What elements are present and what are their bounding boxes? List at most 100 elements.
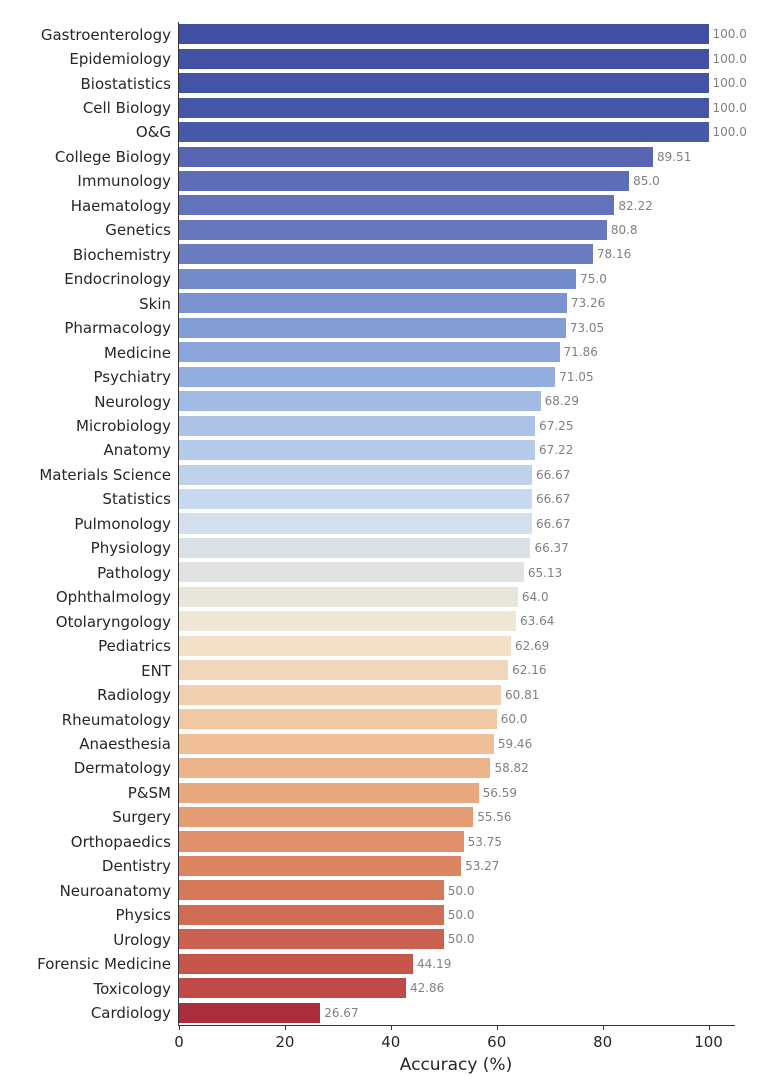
value-label: 100.0	[713, 101, 747, 115]
category-label: Pharmacology	[64, 319, 171, 337]
bar-row: Orthopaedics53.75	[179, 831, 735, 851]
bar	[179, 391, 541, 411]
bar-row: Toxicology42.86	[179, 978, 735, 998]
value-label: 66.67	[536, 468, 570, 482]
bar-row: ENT62.16	[179, 660, 735, 680]
bar-row: Statistics66.67	[179, 489, 735, 509]
bar	[179, 489, 532, 509]
bar	[179, 122, 709, 142]
bar	[179, 807, 473, 827]
bar-row: Endocrinology75.0	[179, 269, 735, 289]
category-label: Statistics	[102, 490, 171, 508]
bar	[179, 513, 532, 533]
bar-row: O&G100.0	[179, 122, 735, 142]
value-label: 55.56	[477, 810, 511, 824]
bar	[179, 734, 494, 754]
category-label: Dermatology	[74, 759, 171, 777]
bar	[179, 880, 444, 900]
value-label: 73.05	[570, 321, 604, 335]
bar	[179, 318, 566, 338]
category-label: Physiology	[91, 539, 171, 557]
xtick-mark	[391, 1025, 392, 1030]
category-label: Radiology	[97, 686, 171, 704]
value-label: 100.0	[713, 125, 747, 139]
value-label: 56.59	[483, 786, 517, 800]
bar-row: Dentistry53.27	[179, 856, 735, 876]
bar-row: Cell Biology100.0	[179, 98, 735, 118]
xtick-mark	[603, 1025, 604, 1030]
bar	[179, 709, 497, 729]
category-label: Skin	[139, 295, 171, 313]
bar-row: Neuroanatomy50.0	[179, 880, 735, 900]
bar-row: Neurology68.29	[179, 391, 735, 411]
category-label: Gastroenterology	[41, 26, 171, 44]
bar	[179, 440, 535, 460]
value-label: 80.8	[611, 223, 638, 237]
accuracy-bar-chart: Gastroenterology100.0Epidemiology100.0Bi…	[0, 0, 762, 1080]
bar	[179, 611, 516, 631]
value-label: 67.25	[539, 419, 573, 433]
category-label: Surgery	[112, 808, 171, 826]
bar-row: Physics50.0	[179, 905, 735, 925]
value-label: 63.64	[520, 614, 554, 628]
bar	[179, 856, 461, 876]
value-label: 50.0	[448, 908, 475, 922]
category-label: Ophthalmology	[56, 588, 171, 606]
bar	[179, 587, 518, 607]
category-label: Dentistry	[102, 857, 171, 875]
bar-row: Genetics80.8	[179, 220, 735, 240]
bar-row: Medicine71.86	[179, 342, 735, 362]
bar	[179, 244, 593, 264]
value-label: 78.16	[597, 247, 631, 261]
bar	[179, 831, 464, 851]
category-label: Pathology	[97, 564, 171, 582]
bar-row: Pulmonology66.67	[179, 513, 735, 533]
bar	[179, 954, 413, 974]
value-label: 53.75	[468, 835, 502, 849]
category-label: Neuroanatomy	[60, 882, 171, 900]
bar-row: Microbiology67.25	[179, 416, 735, 436]
bar-row: Epidemiology100.0	[179, 49, 735, 69]
bar-row: Gastroenterology100.0	[179, 24, 735, 44]
bar-row: Otolaryngology63.64	[179, 611, 735, 631]
value-label: 53.27	[465, 859, 499, 873]
xtick-label: 0	[174, 1033, 184, 1051]
value-label: 50.0	[448, 932, 475, 946]
xtick-label: 20	[275, 1033, 294, 1051]
value-label: 66.37	[534, 541, 568, 555]
bar-row: Skin73.26	[179, 293, 735, 313]
bar-row: Pediatrics62.69	[179, 636, 735, 656]
xtick-mark	[179, 1025, 180, 1030]
bar	[179, 220, 607, 240]
category-label: ENT	[141, 662, 171, 680]
bar	[179, 978, 406, 998]
category-label: Urology	[113, 931, 171, 949]
bar-row: Pharmacology73.05	[179, 318, 735, 338]
category-label: O&G	[136, 123, 171, 141]
value-label: 44.19	[417, 957, 451, 971]
category-label: Anaesthesia	[79, 735, 171, 753]
category-label: Endocrinology	[64, 270, 171, 288]
bar-row: Dermatology58.82	[179, 758, 735, 778]
bar-row: Materials Science66.67	[179, 465, 735, 485]
bar-row: P&SM56.59	[179, 783, 735, 803]
value-label: 26.67	[324, 1006, 358, 1020]
bar	[179, 342, 560, 362]
bar-row: Surgery55.56	[179, 807, 735, 827]
bar	[179, 929, 444, 949]
value-label: 71.05	[559, 370, 593, 384]
bar	[179, 367, 555, 387]
bar-row: Forensic Medicine44.19	[179, 954, 735, 974]
xtick-mark	[497, 1025, 498, 1030]
category-label: Epidemiology	[69, 50, 171, 68]
bar-row: Biostatistics100.0	[179, 73, 735, 93]
category-label: Rheumatology	[62, 711, 171, 729]
bar-row: College Biology89.51	[179, 147, 735, 167]
bar-row: Pathology65.13	[179, 562, 735, 582]
value-label: 100.0	[713, 27, 747, 41]
value-label: 62.16	[512, 663, 546, 677]
bar	[179, 269, 576, 289]
value-label: 65.13	[528, 566, 562, 580]
bar-row: Biochemistry78.16	[179, 244, 735, 264]
bar-row: Immunology85.0	[179, 171, 735, 191]
